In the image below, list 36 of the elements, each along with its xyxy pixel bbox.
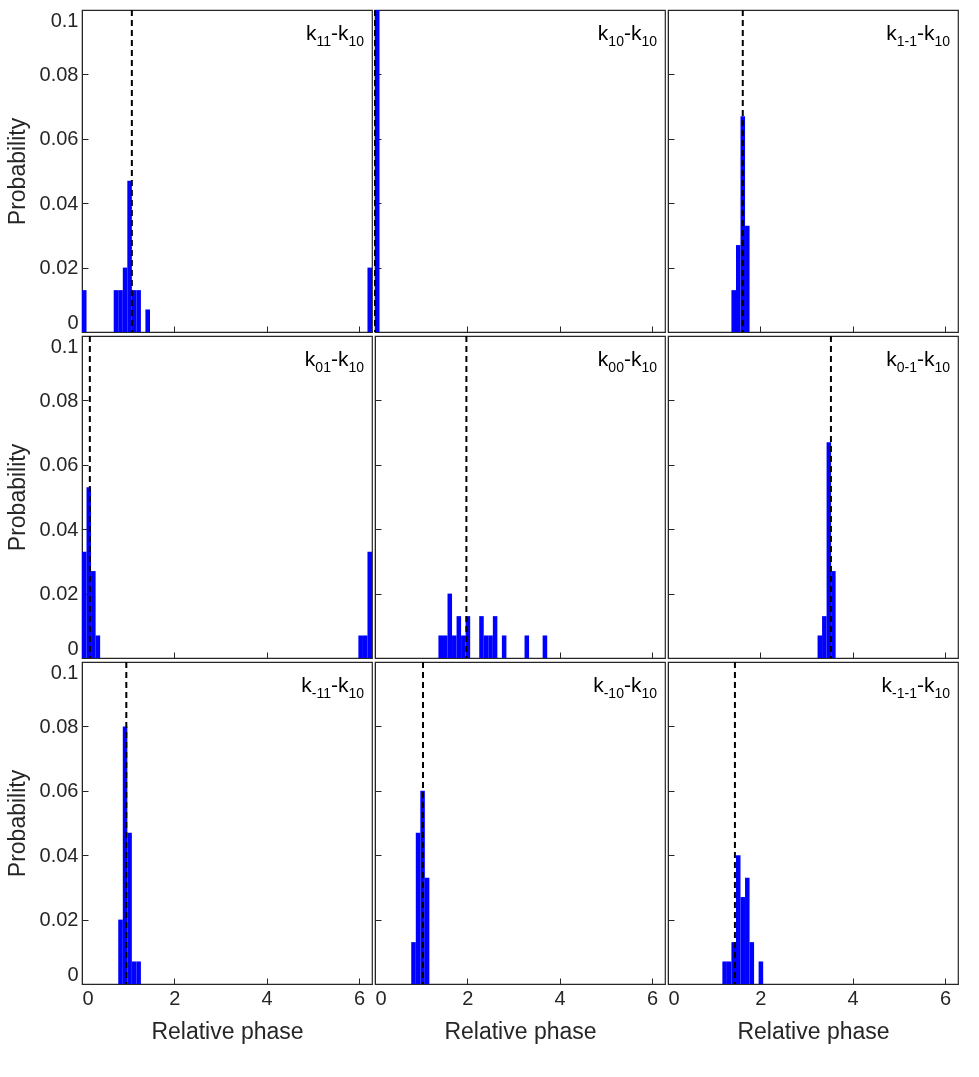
y-tick-label: 0.02 [39,908,79,931]
y-axis-title: Probability [3,117,30,226]
y-tick-label: 0.06 [39,127,79,150]
y-tick-label: 0.08 [39,62,79,85]
y-tick-label: 0.1 [50,660,79,683]
x-tick-label: 2 [462,986,474,1009]
x-tick-label: 4 [847,986,859,1009]
y-tick-label: 0.06 [39,779,79,802]
y-axis-title: Probability [3,443,30,552]
y-tick-label: 0 [67,310,79,333]
x-tick-label: 4 [554,986,566,1009]
y-tick-label: 0.04 [39,517,79,540]
x-tick-label: 2 [755,986,767,1009]
x-tick-label: 6 [353,986,365,1009]
y-tick-label: 0.08 [39,714,79,737]
y-tick-label: 0.04 [39,191,79,214]
x-axis-title: Relative phase [151,1017,304,1044]
y-tick-label: 0 [67,962,79,985]
y-tick-label: 0.02 [39,256,79,279]
x-tick-label: 6 [939,986,951,1009]
y-tick-label: 0.1 [50,334,79,357]
x-axis-title: Relative phase [737,1017,890,1044]
y-tick-label: 0.02 [39,582,79,605]
x-axis-title: Relative phase [444,1017,597,1044]
x-tick-label: 0 [668,986,680,1009]
x-tick-label: 2 [169,986,181,1009]
x-tick-label: 6 [646,986,658,1009]
y-tick-label: 0.06 [39,453,79,476]
x-tick-label: 4 [261,986,273,1009]
x-tick-label: 0 [375,986,387,1009]
y-tick-label: 0 [67,636,79,659]
y-axis-title: Probability [3,769,30,878]
y-tick-label: 0.1 [50,8,79,31]
y-tick-label: 0.04 [39,843,79,866]
x-tick-label: 0 [82,986,94,1009]
y-tick-label: 0.08 [39,388,79,411]
